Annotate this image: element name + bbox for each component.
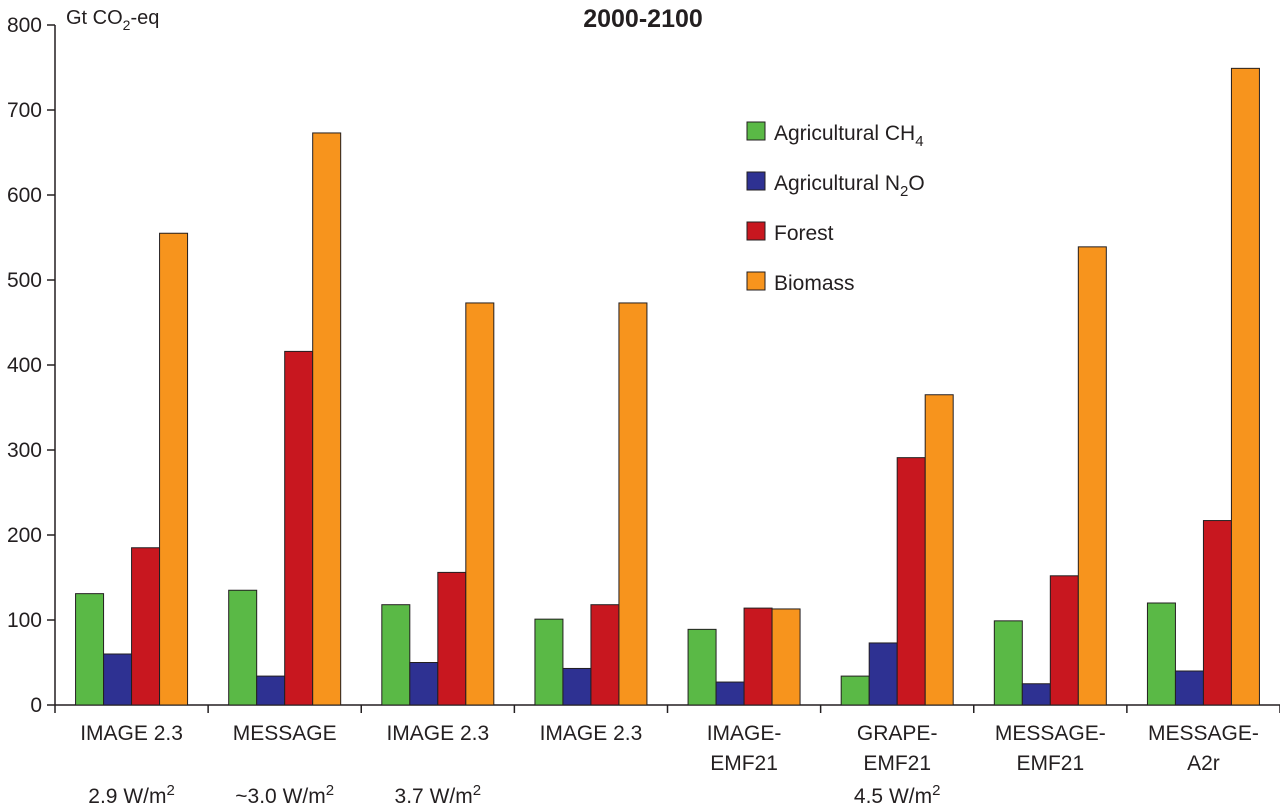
legend-swatch: [746, 121, 766, 141]
x-tick-label: MESSAGE: [233, 722, 337, 745]
y-tick-label: 200: [7, 524, 42, 547]
legend-label-main: Biomass: [774, 272, 855, 295]
bar: [1174, 670, 1204, 706]
forcing-label-exponent: 2: [326, 782, 334, 799]
bar: [1202, 520, 1232, 706]
forcing-label-value: 3.7 W/m: [395, 785, 473, 808]
legend-label-main: Agricultural CH: [774, 122, 915, 145]
bar: [159, 232, 189, 706]
bar: [771, 608, 801, 706]
forcing-label-value: 2.9 W/m: [88, 785, 166, 808]
bar: [1146, 602, 1176, 706]
legend-label-main: Forest: [774, 222, 834, 245]
legend-label-suffix: O: [908, 172, 924, 195]
y-tick-label: 700: [7, 99, 42, 122]
y-axis-label-main: Gt CO: [66, 7, 123, 29]
y-tick-label: 0: [30, 694, 42, 717]
legend-label: Biomass: [774, 272, 855, 295]
legend: Agricultural CH4 Agricultural N2O Forest Bi…: [746, 121, 925, 295]
x-tick-label: EMF21: [710, 752, 778, 775]
y-tick-label: 400: [7, 354, 42, 377]
bar: [1049, 575, 1079, 706]
x-tick-label: IMAGE 2.3: [80, 722, 183, 745]
x-tick-label: IMAGE 2.3: [386, 722, 489, 745]
bar: [284, 350, 314, 706]
bar: [1077, 246, 1107, 706]
bar: [840, 675, 870, 706]
x-tick-label: MESSAGE-: [995, 722, 1106, 745]
y-axis-label: Gt CO2-eq: [66, 7, 159, 33]
chart-title: 2000-2100: [583, 5, 703, 33]
bar: [409, 662, 439, 706]
forcing-label: ~3.0 W/m2: [235, 782, 334, 808]
bar: [131, 547, 161, 706]
bar: [868, 642, 898, 706]
x-tick-label: GRAPE-: [857, 722, 938, 745]
legend-swatch: [746, 221, 766, 241]
forcing-label-exponent: 2: [166, 782, 174, 799]
x-tick-label: EMF21: [863, 752, 931, 775]
y-axis-label-sub: 2: [123, 17, 131, 33]
legend-swatch: [746, 171, 766, 191]
y-axis-label-suffix: -eq: [130, 7, 159, 29]
legend-label: Agricultural CH4: [774, 122, 924, 150]
forcing-label: 2.9 W/m2: [88, 782, 175, 808]
bar: [743, 607, 773, 706]
bar: [715, 681, 745, 706]
bar: [687, 628, 717, 706]
y-tick-label: 300: [7, 439, 42, 462]
y-tick-label: 500: [7, 269, 42, 292]
x-tick-label: MESSAGE-: [1148, 722, 1259, 745]
y-tick-label: 800: [7, 14, 42, 37]
forcing-label: 4.5 W/m2: [854, 782, 941, 808]
y-tick-label: 600: [7, 184, 42, 207]
x-tick-label: IMAGE-: [707, 722, 782, 745]
bar: [437, 571, 467, 706]
forcing-label-exponent: 2: [473, 782, 481, 799]
bar: [896, 457, 926, 706]
y-tick-label: 100: [7, 609, 42, 632]
bar: [1021, 683, 1051, 706]
bar: [618, 302, 648, 706]
bar: [228, 589, 258, 706]
forcing-label: 3.7 W/m2: [395, 782, 482, 808]
bar: [465, 302, 495, 706]
bar: [312, 132, 342, 706]
bar: [381, 604, 411, 706]
bar: [562, 667, 592, 706]
bar: [924, 394, 954, 706]
legend-label: Agricultural N2O: [774, 172, 925, 200]
forcing-label-value: ~3.0 W/m: [235, 785, 325, 808]
forcing-label-exponent: 2: [932, 782, 940, 799]
x-tick-label: EMF21: [1016, 752, 1084, 775]
bar: [75, 593, 105, 706]
bar: [534, 618, 564, 706]
legend-label-main: Agricultural N: [774, 172, 900, 195]
bar: [103, 653, 133, 706]
bar: [590, 604, 620, 706]
plot-area: 0 100 200 300 400 500 600 700 800 IMAGE 2.3 MESSAG…: [7, 14, 1280, 808]
x-tick-label: IMAGE 2.3: [540, 722, 643, 745]
bar: [256, 675, 286, 706]
legend-label-sub: 4: [915, 133, 923, 150]
bar: [1230, 67, 1260, 706]
legend-swatch: [746, 271, 766, 291]
legend-label-sub: 2: [900, 183, 908, 200]
x-tick-label: A2r: [1187, 752, 1220, 775]
bar: [993, 620, 1023, 706]
legend-label: Forest: [774, 222, 834, 245]
forcing-label-value: 4.5 W/m: [854, 785, 932, 808]
